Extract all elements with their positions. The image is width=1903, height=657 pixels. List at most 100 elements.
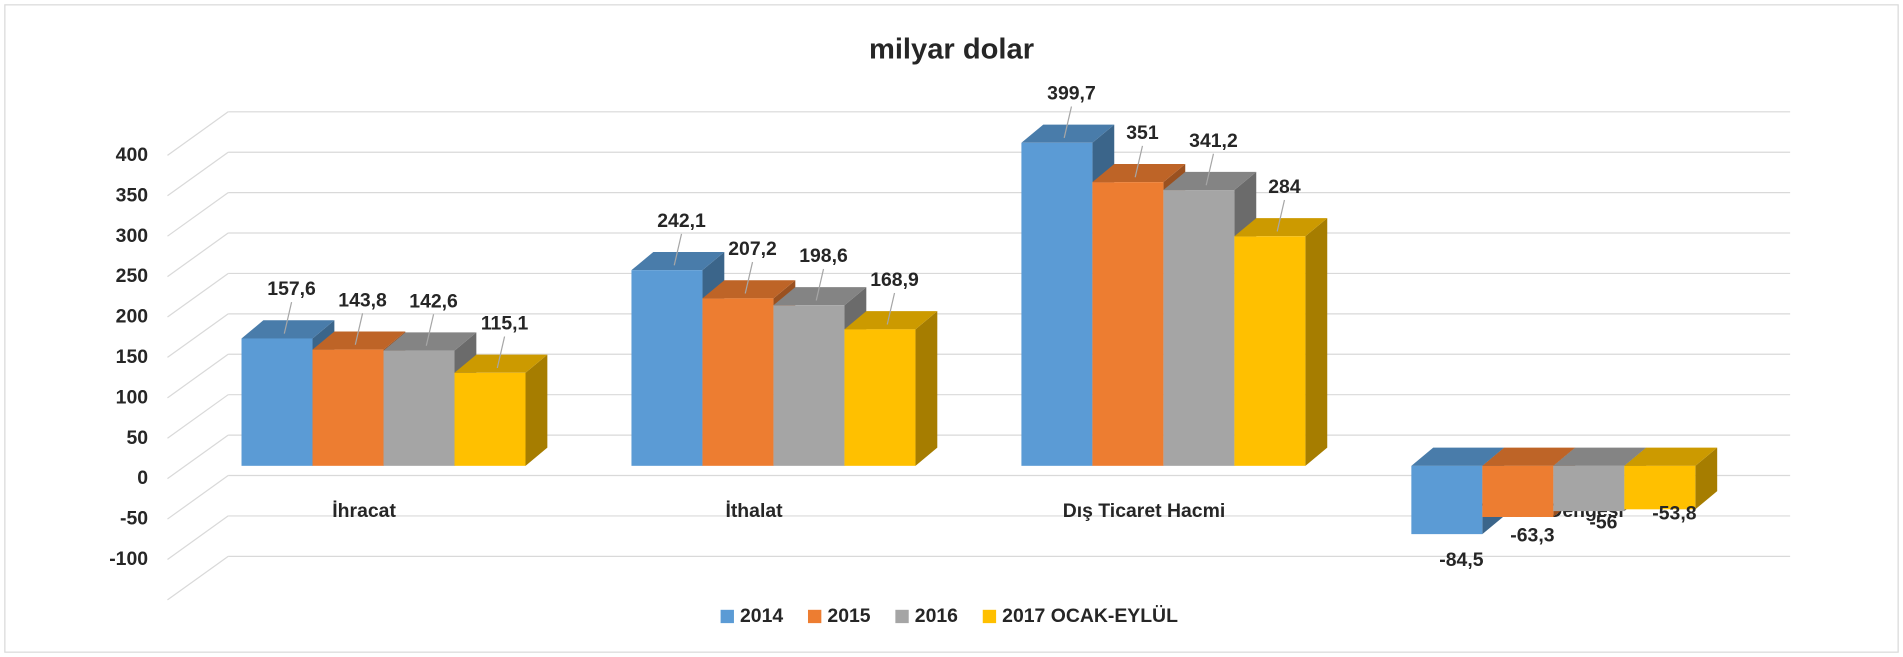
data-label: -84,5 [1439,549,1483,571]
y-tick-label: 50 [126,427,148,449]
bar-top [241,320,335,339]
bar [631,270,703,466]
grid-line [167,475,229,520]
data-label: -63,3 [1510,524,1554,546]
bar-top [702,280,796,299]
grid-line [167,434,229,480]
leader-line [1134,145,1144,178]
bar-top [1092,163,1186,183]
bar [1624,465,1696,510]
x-tick-label: Dış Ticaret Hacmi [1063,500,1226,522]
legend-label: 2014 [740,605,783,627]
bar-top [383,332,477,351]
bar [1482,465,1554,517]
data-label: -56 [1589,511,1617,533]
chart-title: milyar dolar [869,34,1034,66]
y-tick-label: 150 [116,346,148,368]
grid-line [167,151,229,197]
leader-line [425,314,435,346]
legend-swatch [807,609,822,624]
bar-top [454,354,548,373]
data-label: 351 [1126,122,1159,144]
leader-line [496,336,506,369]
bar-side [1695,447,1718,510]
grid-line [167,313,229,358]
data-label: -53,8 [1652,502,1696,524]
leader-line [744,261,754,294]
bar [1411,465,1483,535]
leader-line [815,268,825,301]
bar [702,298,774,466]
data-label: 207,2 [728,238,777,260]
leader-line [673,233,683,266]
legend-label: 2015 [827,605,870,627]
data-label: 341,2 [1189,130,1238,152]
data-label: 399,7 [1047,83,1096,105]
bar-top [844,311,938,330]
grid-line [167,353,229,399]
bar-side [915,311,938,466]
legend-swatch [720,609,734,624]
data-label: 198,6 [799,245,848,267]
bar-side [525,354,548,466]
bar-top [1624,447,1718,466]
bar-top [1553,447,1647,466]
bar-top [1021,124,1115,143]
grid-line [167,515,229,560]
bar-top [312,331,406,350]
leader-line [283,302,293,334]
grid-line [167,555,229,601]
legend-label: 2017 OCAK-EYLÜL [1002,604,1178,627]
bar-top [773,287,867,306]
legend-label: 2016 [915,605,958,627]
bar-top [1411,447,1505,466]
bar [1021,142,1093,466]
leader-line [886,292,896,325]
grid-line [167,111,229,156]
bar-top [1163,171,1257,191]
leader-line [1205,153,1215,186]
bar [1163,190,1235,466]
data-label: 115,1 [481,313,529,335]
leader-line [1063,106,1073,139]
bar [773,305,845,466]
bar [844,329,916,466]
bar [1234,236,1306,466]
grid-line [167,272,229,318]
y-tick-label: 0 [137,467,148,489]
y-tick-label: 400 [116,144,148,166]
legend-swatch [895,609,909,624]
data-label: 242,1 [657,210,706,232]
data-label: 143,8 [338,289,387,311]
bar [454,372,526,466]
bar [1553,465,1625,512]
grid-line [167,192,229,237]
y-tick-label: -50 [120,508,148,530]
data-label: 142,6 [409,290,458,312]
bar [312,349,384,466]
bar-top [1234,218,1328,237]
y-tick-label: 350 [116,184,148,206]
x-tick-label: İhracat [332,499,396,522]
grid-line [167,394,229,439]
y-tick-label: -100 [109,548,148,570]
data-label: 168,9 [870,269,919,291]
leader-line [1276,199,1286,232]
bar [1092,182,1164,466]
grid-line [167,232,229,278]
y-tick-label: 100 [116,386,148,408]
bar-side [1305,218,1328,466]
data-label: 157,6 [267,278,316,300]
bar [383,350,455,466]
bar-top [631,252,725,271]
x-tick-label: İthalat [725,499,783,522]
y-tick-label: 250 [116,265,148,287]
bar-top [1482,447,1576,466]
legend-swatch [982,609,997,624]
bar [241,338,313,466]
data-label: 284 [1268,176,1301,198]
leader-line [354,313,364,345]
y-tick-label: 300 [116,225,148,247]
y-tick-label: 200 [116,306,148,328]
